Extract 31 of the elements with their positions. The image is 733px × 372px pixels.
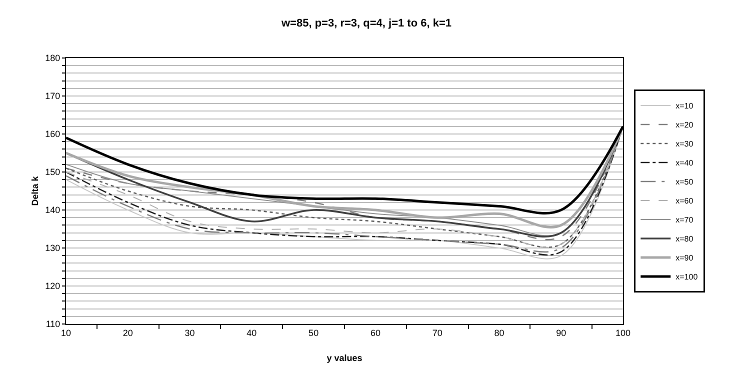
x-tick-label: 60 [370,328,380,338]
legend-label: x=30 [676,140,694,149]
x-tick-label: 70 [432,328,442,338]
legend-label: x=80 [676,234,694,244]
x-tick-label: 40 [246,328,257,338]
y-tick-label: 160 [45,129,60,140]
y-axis-title: Delta k [30,175,40,206]
legend-label: x=50 [676,178,694,187]
y-tick-label: 180 [45,53,60,64]
legend-label: x=10 [676,102,694,111]
x-axis-title: y values [326,353,362,363]
y-tick-label: 130 [45,243,60,254]
y-tick-label: 110 [46,319,60,330]
legend-label: x=90 [676,254,694,263]
x-tick-label: 80 [494,328,504,338]
x-tick-label: 50 [308,328,319,338]
y-tick-label: 140 [45,205,60,216]
legend-label: x=40 [676,158,694,168]
x-tick-label: 10 [60,328,72,338]
legend-label: x=20 [676,120,694,130]
x-tick-label: 100 [615,328,631,338]
x-tick-label: 20 [122,328,133,338]
y-tick-label: 150 [45,167,60,178]
y-tick-label: 120 [45,281,60,292]
chart-title: w=85, p=3, r=3, q=4, j=1 to 6, k=1 [280,17,452,30]
legend-label: x=100 [676,272,698,282]
legend-label: x=70 [676,216,694,225]
legend-label: x=60 [676,196,694,206]
y-tick-label: 170 [45,91,60,102]
x-tick-label: 30 [184,328,195,338]
x-tick-label: 90 [556,328,566,338]
